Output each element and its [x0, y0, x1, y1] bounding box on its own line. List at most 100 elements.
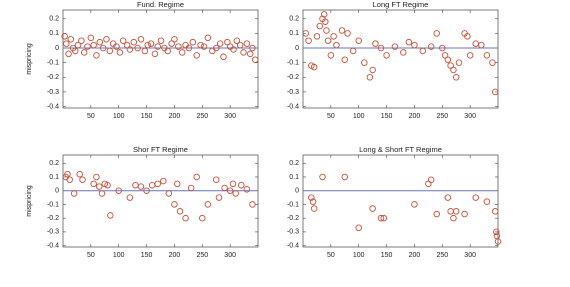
y-tick-label: -0.1	[287, 201, 299, 208]
point	[78, 37, 85, 44]
point	[93, 52, 100, 59]
point	[233, 37, 241, 44]
point	[106, 47, 114, 55]
point	[472, 40, 479, 47]
x-tick-label: 150	[381, 252, 393, 259]
point	[240, 49, 247, 56]
point	[64, 170, 71, 178]
y-tick-label: -0.1	[47, 60, 59, 67]
point	[246, 50, 254, 58]
chart-title: Long FT Regime	[373, 0, 429, 9]
x-tick-label: 250	[436, 113, 448, 120]
point	[79, 176, 86, 183]
point	[249, 201, 256, 208]
point	[126, 46, 134, 53]
point	[209, 47, 216, 55]
point	[483, 198, 491, 205]
point	[229, 180, 237, 188]
point	[372, 40, 379, 47]
point	[176, 208, 184, 215]
point	[355, 224, 362, 232]
point	[137, 183, 145, 190]
y-tick-label: -0.4	[47, 242, 59, 249]
point	[439, 44, 446, 52]
point	[322, 18, 329, 25]
point	[461, 210, 468, 218]
point	[249, 44, 256, 52]
point	[67, 36, 75, 43]
point	[236, 41, 244, 49]
x-tick-label: 250	[196, 113, 208, 120]
point	[427, 43, 435, 50]
point	[154, 43, 161, 50]
point	[113, 43, 120, 50]
x-tick-label: 100	[353, 113, 365, 120]
point	[84, 43, 91, 50]
point	[433, 210, 440, 218]
axes-frame	[302, 154, 499, 248]
x-tick-label: 150	[141, 113, 153, 120]
y-axis-label: mispricing	[26, 43, 33, 75]
axes-frame	[62, 9, 259, 109]
x-tick-label: 50	[87, 252, 95, 259]
point	[341, 56, 349, 63]
point	[204, 34, 212, 42]
point	[369, 205, 376, 212]
point	[452, 74, 460, 81]
point	[193, 52, 200, 59]
point	[63, 40, 70, 47]
point	[355, 37, 362, 44]
x-tick-label: 200	[169, 252, 181, 259]
y-tick-label: 0.2	[289, 16, 299, 23]
point	[232, 190, 239, 197]
point	[95, 183, 103, 190]
point	[230, 46, 237, 53]
point	[444, 56, 452, 63]
point	[323, 27, 330, 34]
point	[107, 212, 114, 219]
y-tick-label: -0.4	[287, 103, 299, 110]
x-tick-label: 200	[409, 252, 421, 259]
axes-frame	[62, 154, 259, 248]
point	[427, 176, 435, 183]
point	[400, 49, 407, 56]
point	[316, 22, 323, 30]
point	[175, 43, 182, 50]
chart-title: Long & Short FT Regime	[359, 145, 442, 154]
point	[182, 214, 189, 222]
point	[313, 33, 321, 40]
point	[411, 41, 418, 49]
point	[98, 190, 106, 197]
point	[99, 44, 107, 52]
point	[243, 40, 251, 47]
x-tick-label: 250	[196, 252, 208, 259]
point	[308, 194, 315, 201]
y-tick-label: -0.3	[287, 229, 299, 236]
point	[411, 201, 418, 208]
point	[425, 180, 432, 188]
point	[148, 181, 156, 189]
point	[226, 187, 234, 194]
point	[320, 11, 328, 18]
point	[405, 38, 413, 46]
point	[80, 49, 88, 56]
x-tick-label: 100	[353, 252, 365, 259]
point	[119, 37, 127, 44]
y-axis-label: mispricing	[26, 185, 33, 217]
x-tick-label: 50	[327, 252, 335, 259]
point	[141, 47, 149, 55]
point	[491, 208, 499, 215]
point	[173, 180, 181, 188]
x-tick-label: 100	[113, 113, 125, 120]
point	[76, 170, 83, 178]
point	[70, 190, 78, 197]
point	[134, 44, 141, 52]
y-tick-label: -0.2	[287, 215, 299, 222]
point	[466, 52, 474, 59]
point	[90, 41, 97, 49]
point	[171, 201, 178, 208]
point	[72, 47, 79, 55]
point	[383, 52, 390, 59]
y-tick-label: 0.1	[49, 30, 59, 37]
